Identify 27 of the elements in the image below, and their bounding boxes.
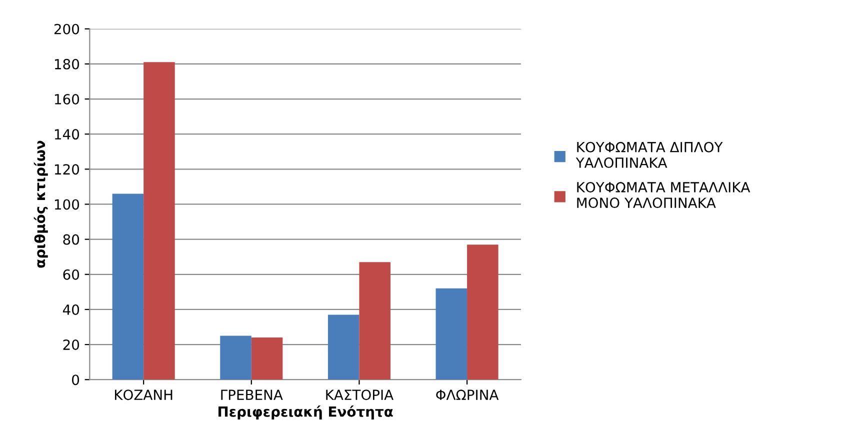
x-tick-label: ΚΟΖΑΝΗ xyxy=(114,390,172,400)
y-tick-label: 0 xyxy=(72,374,80,386)
bar xyxy=(328,314,360,380)
y-tick-label: 60 xyxy=(63,269,80,280)
bar xyxy=(251,338,283,380)
legend-label: ΚΟΥΦΩΜΑΤΑ ΜΕΤΑΛΛΙΚΑ ΜΟΝΟ ΥΑΛΟΠΙΝΑΚΑ xyxy=(577,182,750,208)
y-tick-label: 200 xyxy=(54,24,80,34)
y-axis-title: αριθμός κτιρίων xyxy=(34,140,48,268)
x-tick-label: ΓΡΕΒΕΝΑ xyxy=(221,390,283,400)
y-tick-label: 140 xyxy=(54,129,80,140)
y-tick-label: 40 xyxy=(62,304,80,315)
y-tick-label: 120 xyxy=(54,164,80,175)
y-tick-label: 20 xyxy=(63,340,80,350)
bar xyxy=(436,288,468,380)
bar xyxy=(359,262,390,380)
bar xyxy=(467,244,498,380)
bar xyxy=(220,336,252,380)
x-axis-title: Περιφερειακή Ενότητα xyxy=(218,406,393,420)
legend-label: ΚΟΥΦΩΜΑΤΑ ΔΙΠΛΟΥ ΥΑΛΟΠΙΝΑΚΑ xyxy=(576,142,723,168)
y-tick-label: 180 xyxy=(54,58,80,70)
x-tick-label: ΚΑΣΤΟΡΙΑ xyxy=(326,390,394,400)
y-tick-label: 100 xyxy=(54,199,80,210)
bar xyxy=(112,194,144,380)
bar xyxy=(144,62,175,380)
y-tick-label: 80 xyxy=(63,234,80,245)
y-tick-label: 160 xyxy=(54,94,80,104)
x-tick-label: ΦΛΩΡΙΝΑ xyxy=(436,390,499,400)
